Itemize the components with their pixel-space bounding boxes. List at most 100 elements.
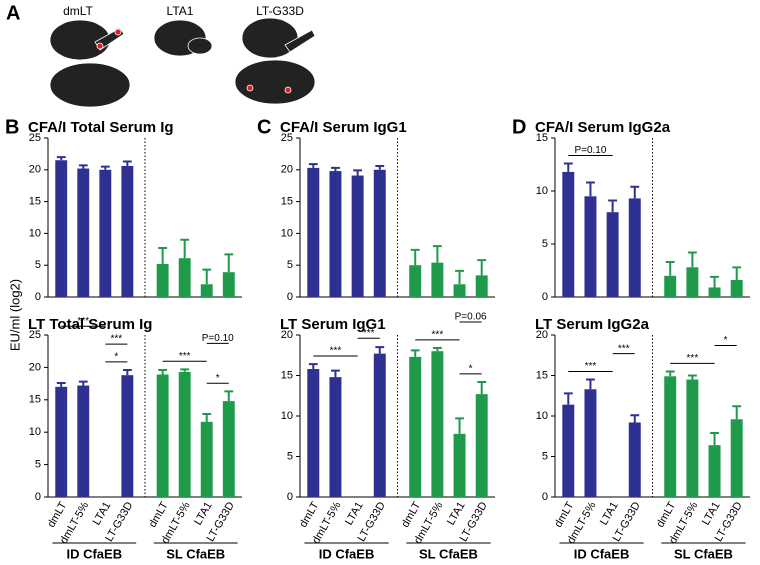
structure-lt-g33d xyxy=(234,17,316,105)
error-bar xyxy=(732,405,742,420)
y-tick-label: 15 xyxy=(536,132,548,144)
structure-label: dmLT xyxy=(63,4,93,18)
bar xyxy=(686,379,699,497)
group-label: SL CfaEB xyxy=(166,546,225,561)
significance-label: *** xyxy=(432,330,444,341)
error-bar xyxy=(410,248,420,266)
y-tick-label: 15 xyxy=(536,369,548,381)
bar xyxy=(55,386,68,497)
bar xyxy=(431,262,444,297)
bar xyxy=(77,168,90,297)
structure-label: LTA1 xyxy=(167,4,194,18)
error-bar xyxy=(432,245,442,263)
error-bar xyxy=(202,268,212,285)
bar xyxy=(55,160,68,297)
y-tick-label: 25 xyxy=(29,132,41,144)
bar xyxy=(628,198,641,297)
panel-letter: A xyxy=(6,2,20,24)
chart-title: CFA/I Total Serum Ig xyxy=(28,119,174,136)
bar xyxy=(584,196,597,297)
y-tick-label: 5 xyxy=(287,259,293,271)
bar xyxy=(99,169,112,297)
y-tick-label: 20 xyxy=(281,164,293,176)
chart-title: CFA/I Serum IgG1 xyxy=(280,119,407,136)
bar xyxy=(351,175,364,297)
group-label: ID CfaEB xyxy=(319,546,375,561)
bar xyxy=(409,356,422,497)
significance-label: *** xyxy=(363,328,375,339)
error-bar xyxy=(732,266,742,281)
significance-label: *** xyxy=(687,353,699,364)
bar xyxy=(178,258,191,297)
y-tick-label: 10 xyxy=(29,426,41,438)
y-tick-label: 15 xyxy=(29,394,41,406)
bar xyxy=(686,267,699,297)
bar xyxy=(156,263,169,297)
error-bar xyxy=(710,432,719,446)
x-tick-label: LTA1 xyxy=(445,500,468,527)
y-tick-label: 0 xyxy=(287,291,293,303)
panel-letter: B xyxy=(5,116,19,138)
bar xyxy=(121,165,134,297)
panel-letter: C xyxy=(257,116,271,138)
bar xyxy=(453,284,466,297)
significance-label: P=0.10 xyxy=(574,145,606,156)
y-tick-label: 20 xyxy=(536,329,548,341)
significance-label: *** xyxy=(179,351,191,362)
bar xyxy=(562,404,575,497)
error-bar xyxy=(586,181,595,197)
error-bar xyxy=(477,380,487,395)
y-tick-label: 25 xyxy=(29,329,41,341)
bar xyxy=(475,394,488,497)
bar xyxy=(329,377,342,497)
error-bar xyxy=(78,164,88,169)
error-bar xyxy=(180,368,190,372)
y-tick-label: 20 xyxy=(29,164,41,176)
bar xyxy=(562,171,575,297)
bar xyxy=(730,419,743,497)
error-bar xyxy=(158,368,168,375)
significance-label: P=0.10 xyxy=(202,333,234,344)
error-bar xyxy=(308,163,318,168)
significance-label: * xyxy=(114,352,118,363)
bar xyxy=(606,212,619,297)
bar xyxy=(453,433,466,497)
y-tick-label: 5 xyxy=(287,450,293,462)
bar xyxy=(121,375,134,497)
x-tick-label: LTA1 xyxy=(598,500,621,527)
y-tick-label: 10 xyxy=(536,185,548,197)
bar xyxy=(584,389,597,497)
y-tick-label: 0 xyxy=(542,291,548,303)
chart-title: LT Serum IgG2a xyxy=(535,316,650,333)
bar xyxy=(475,275,488,297)
chart-title: LT Total Serum Ig xyxy=(28,316,152,333)
significance-label: * xyxy=(469,364,473,375)
significance-label: *** xyxy=(330,346,342,357)
bar xyxy=(664,275,677,297)
error-bar xyxy=(56,381,66,387)
y-axis-label: EU/ml (log2) xyxy=(7,279,22,351)
error-bar xyxy=(410,349,420,357)
bar xyxy=(200,284,213,297)
bar xyxy=(373,169,386,297)
group-label: SL CfaEB xyxy=(674,546,733,561)
structure-lta1 xyxy=(153,19,213,57)
significance-label: * xyxy=(216,373,220,384)
error-bar xyxy=(563,162,573,172)
error-bar xyxy=(375,346,385,354)
y-tick-label: 25 xyxy=(281,132,293,144)
y-tick-label: 20 xyxy=(29,361,41,373)
y-tick-label: 10 xyxy=(281,227,293,239)
y-tick-label: 5 xyxy=(542,450,548,462)
error-bar xyxy=(710,275,719,288)
error-bar xyxy=(353,169,363,176)
error-bar xyxy=(56,156,66,161)
y-tick-label: 0 xyxy=(287,491,293,503)
error-bar xyxy=(586,378,595,390)
bar xyxy=(431,351,444,497)
bar xyxy=(178,371,191,497)
structure-label: LT-G33D xyxy=(256,4,304,18)
x-tick-label: LTA1 xyxy=(700,500,723,527)
significance-label: *** xyxy=(77,316,89,327)
